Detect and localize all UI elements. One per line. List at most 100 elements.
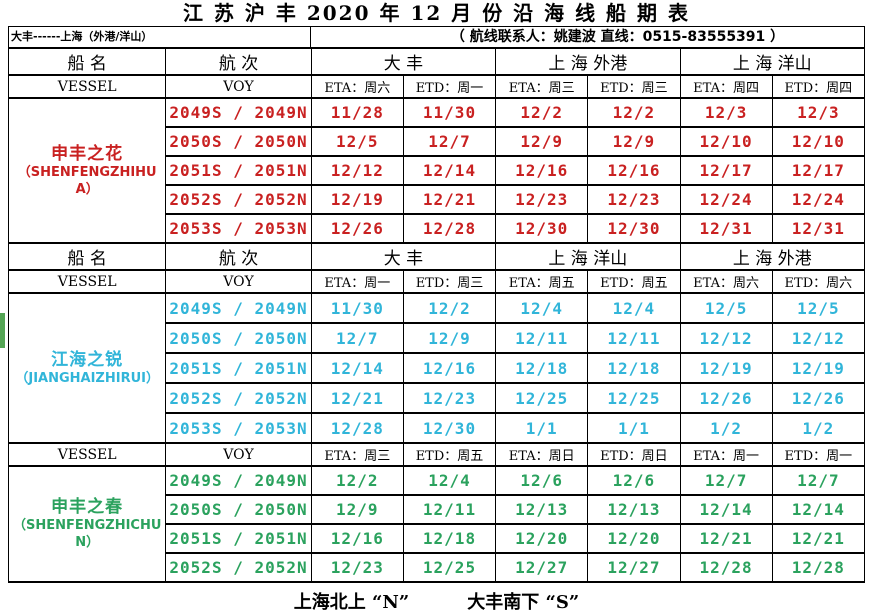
schedule-date: 12/9: [587, 126, 681, 157]
schedule-date: 12/31: [771, 213, 866, 244]
schedule-date: 12/11: [402, 494, 497, 525]
schedule-date: 12/2: [402, 292, 497, 324]
schedule-row: 2052S / 2052N 12/23 12/25 12/27 12/27 12/28 12…: [9, 552, 866, 583]
voyage-number: 2051S / 2051N: [165, 155, 312, 186]
col-header-voy: VOY: [165, 442, 312, 467]
schedule-date: 12/25: [587, 382, 681, 414]
schedule-date: 12/12: [771, 322, 866, 354]
col-header-port: 上 海 外港: [495, 47, 681, 76]
voyage-number: 2053S / 2053N: [165, 412, 312, 444]
schedule-row: 2051S / 2051N 12/12 12/14 12/16 12/16 12/17 12…: [9, 155, 866, 186]
footer-legend: 上海北上 “N” 大丰南下 “S”: [0, 588, 873, 614]
voyage-number: 2050S / 2050N: [165, 322, 312, 354]
schedule-date: 12/30: [587, 213, 681, 244]
cn-header-row: 船 名航 次大 丰上 海 外港上 海 洋山: [7, 47, 865, 76]
col-header-vessel: VESSEL: [7, 269, 167, 294]
col-header-port: 大 丰: [310, 242, 497, 271]
schedule-date: 12/3: [771, 97, 866, 128]
schedule-date: 12/20: [495, 523, 589, 554]
col-header-etd-eta: ETA：周五: [495, 269, 589, 294]
col-header-port: 上 海 洋山: [679, 47, 865, 76]
schedule-date: 12/4: [402, 465, 497, 496]
vessel-name-en: （SHENFENGZHICHUN）: [12, 518, 162, 551]
vessel-section-1: 船 名航 次大 丰上 海 外港上 海 洋山 VESSEL VOY ETA：周六 ETD：…: [7, 47, 866, 244]
en-header-row: VESSEL VOY ETA：周六 ETD：周一 ETA：周三 ETD：周三 ETA：周四 E…: [7, 74, 866, 99]
schedule-date: 12/23: [402, 382, 497, 414]
schedule-date: 12/24: [771, 184, 866, 215]
schedule-date: 12/18: [495, 352, 589, 384]
schedule-row: 2052S / 2052N 12/19 12/21 12/23 12/23 12/24 12…: [9, 184, 866, 215]
schedule-date: 12/4: [587, 292, 681, 324]
schedule-date: 12/5: [679, 292, 773, 324]
col-header-voy-cn: 航 次: [165, 47, 312, 76]
schedule-date: 12/23: [587, 184, 681, 215]
schedule-date: 12/3: [679, 97, 773, 128]
schedule-row: 2053S / 2053N 12/28 12/30 1/1 1/1 1/2 1/2: [9, 412, 866, 444]
schedule-date: 1/2: [679, 412, 773, 444]
col-header-etd-eta: ETA：周三: [495, 74, 589, 99]
schedule-date: 12/20: [587, 523, 681, 554]
schedule-date: 12/7: [679, 465, 773, 496]
legend-southbound: 大丰南下 “S”: [467, 592, 580, 613]
schedule-date: 12/19: [679, 352, 773, 384]
schedule-date: 12/14: [402, 155, 497, 186]
schedule-date: 12/25: [402, 552, 497, 583]
schedule-date: 12/13: [495, 494, 589, 525]
voyage-number: 2052S / 2052N: [165, 184, 312, 215]
col-header-vessel: VESSEL: [7, 74, 167, 99]
col-header-etd-eta: ETA：周日: [495, 442, 589, 467]
col-header-voy: VOY: [165, 74, 312, 99]
schedule-date: 12/24: [679, 184, 773, 215]
schedule-date: 11/28: [310, 97, 404, 128]
left-edge-artifact: [0, 313, 5, 348]
schedule-row: 申丰之春 （SHENFENGZHICHUN） 2049S / 2049N 12/2 12…: [7, 465, 866, 583]
schedule-date: 12/11: [495, 322, 589, 354]
schedule-row: 2052S / 2052N 12/21 12/23 12/25 12/25 12/26 12…: [9, 382, 866, 414]
schedule-date: 12/4: [495, 292, 589, 324]
voyage-number: 2051S / 2051N: [165, 352, 312, 384]
col-header-vessel-cn: 船 名: [7, 47, 167, 76]
schedule-date: 12/7: [402, 126, 497, 157]
vessel-name-cn: 江海之锐: [51, 349, 124, 370]
schedule-row: 2050S / 2050N 12/5 12/7 12/9 12/9 12/10 12/10: [9, 126, 866, 157]
voyage-number: 2049S / 2049N: [165, 465, 312, 496]
voyage-number: 2052S / 2052N: [165, 382, 312, 414]
voyage-number: 2050S / 2050N: [165, 126, 312, 157]
schedule-date: 11/30: [310, 292, 404, 324]
col-header-etd-eta: ETD：周一: [402, 74, 497, 99]
schedule-date: 12/13: [587, 494, 681, 525]
schedule-date: 12/10: [679, 126, 773, 157]
contact-info: （ 航线联系人：姚建波 直线：0515-83555391 ）: [450, 29, 785, 45]
schedule-date: 12/7: [310, 322, 404, 354]
voyage-number: 2050S / 2050N: [165, 494, 312, 525]
schedule-row: 申丰之花 （SHENFENGZHIHUA） 2049S / 2049N 11/28 11…: [7, 97, 866, 244]
vessel-name-cell: 申丰之春 （SHENFENGZHICHUN）: [7, 465, 167, 583]
voyage-number: 2053S / 2053N: [165, 213, 312, 244]
col-header-etd-eta: ETD：周六: [771, 269, 866, 294]
schedule-date: 12/31: [679, 213, 773, 244]
col-header-etd-eta: ETD：周四: [771, 74, 866, 99]
vessel-name-cell: 江海之锐 （JIANGHAIZHIRUI）: [7, 292, 167, 444]
schedule-date: 12/19: [771, 352, 866, 384]
subtitle-row: 大丰------上海（外港/洋山） （ 航线联系人：姚建波 直线：0515-83…: [8, 26, 865, 47]
col-header-etd-eta: ETD：周一: [771, 442, 866, 467]
voyage-number: 2052S / 2052N: [165, 552, 312, 583]
voyage-number: 2049S / 2049N: [165, 292, 312, 324]
schedule-date: 12/28: [402, 213, 497, 244]
schedule-row: 江海之锐 （JIANGHAIZHIRUI） 2049S / 2049N 11/30 12…: [7, 292, 866, 444]
voyage-number: 2049S / 2049N: [165, 97, 312, 128]
schedule-date: 12/16: [310, 523, 404, 554]
col-header-etd-eta: ETD：周日: [587, 442, 681, 467]
col-header-port: 大 丰: [310, 47, 497, 76]
schedule-date: 12/12: [310, 155, 404, 186]
schedule-date: 12/2: [587, 97, 681, 128]
route-label: 大丰------上海（外港/洋山）: [9, 27, 311, 47]
schedule-date: 12/2: [495, 97, 589, 128]
vessel-name-en: （JIANGHAIZHIRUI）: [15, 370, 159, 386]
vessel-name-cn: 申丰之花: [51, 143, 124, 164]
schedule-date: 12/19: [310, 184, 404, 215]
schedule-date: 12/21: [310, 382, 404, 414]
schedule-date: 12/30: [402, 412, 497, 444]
schedule-date: 12/21: [402, 184, 497, 215]
schedule-date: 12/6: [587, 465, 681, 496]
